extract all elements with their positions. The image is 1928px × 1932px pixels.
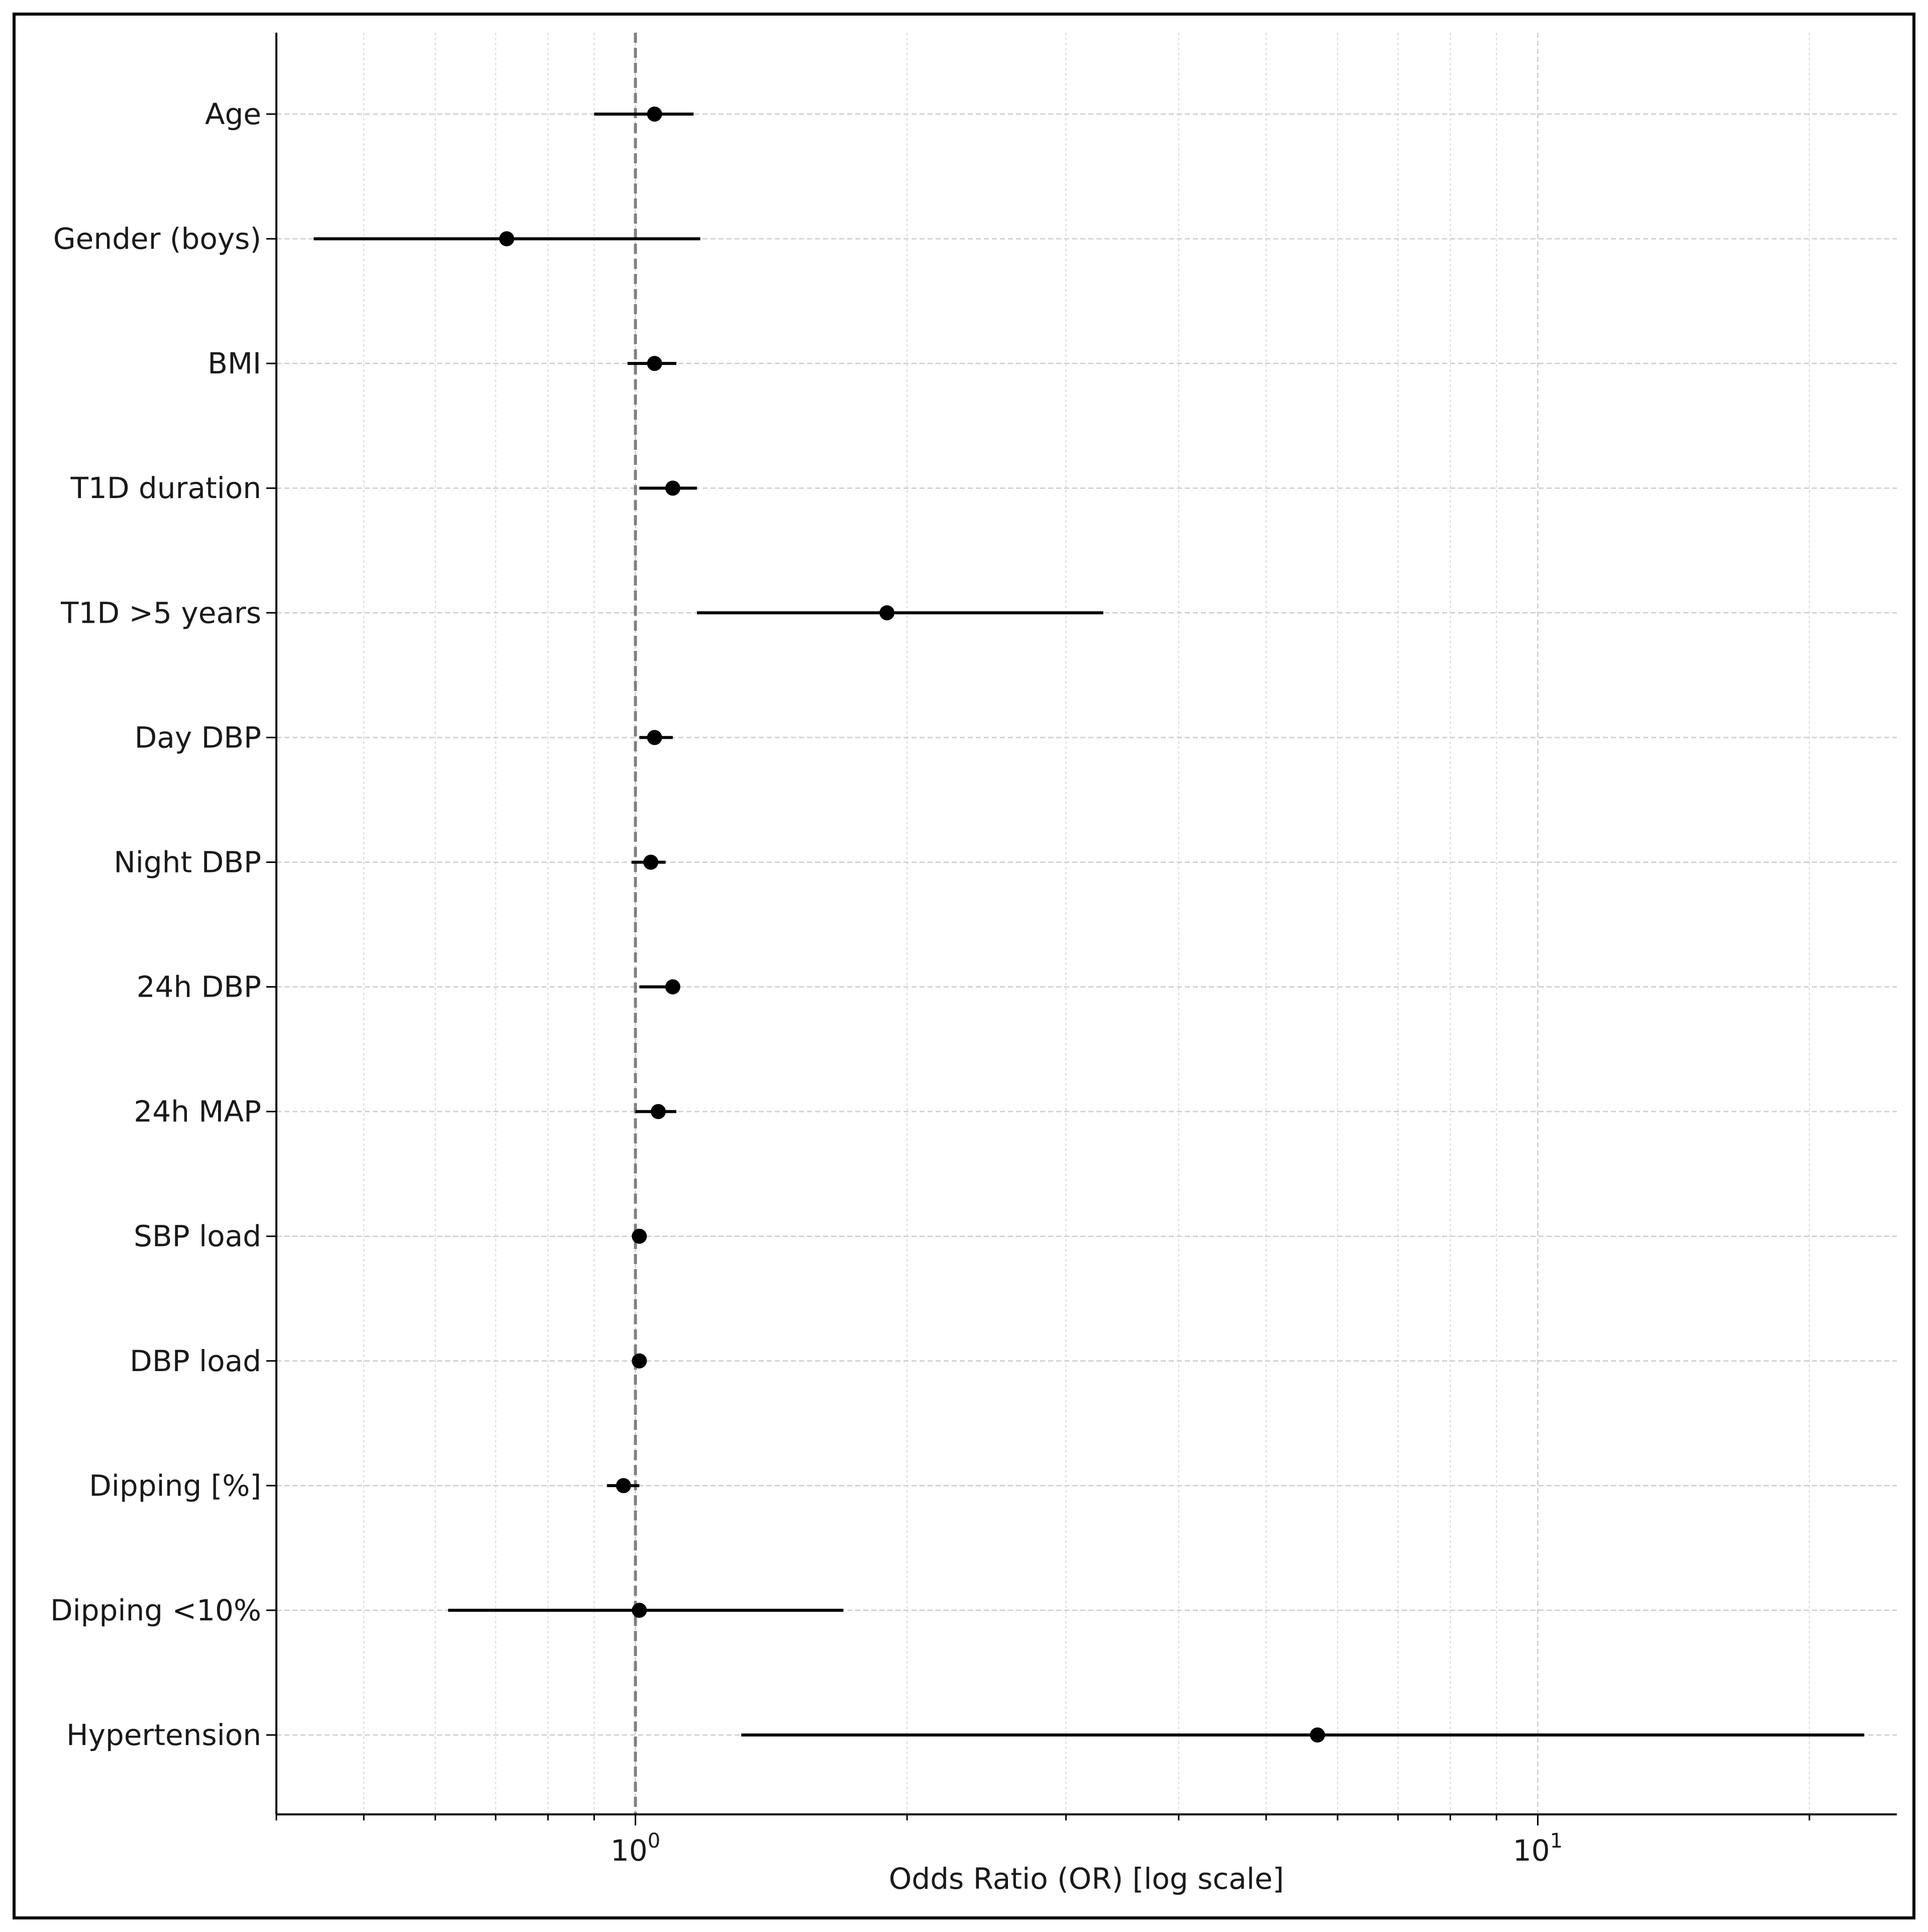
axes: Age Gender (boys) BMI T1D duration T1D >5 ye… <box>50 33 1897 1868</box>
x-axis-title: Odds Ratio (OR) [log scale] <box>889 1862 1284 1896</box>
y-category-label: Night DBP <box>114 845 261 879</box>
odds-ratio-point <box>643 854 659 870</box>
odds-ratio-point <box>1309 1727 1325 1743</box>
y-category-label: Dipping [%] <box>89 1469 261 1503</box>
y-category-label: Dipping <10% <box>50 1593 261 1627</box>
odds-ratio-point <box>647 356 662 371</box>
y-category-label: 24h DBP <box>137 970 261 1004</box>
y-category-label: SBP load <box>134 1219 261 1253</box>
odds-ratio-point <box>665 979 680 995</box>
odds-ratio-point <box>647 730 662 745</box>
y-category-label: T1D duration <box>70 471 262 505</box>
y-category-label: Gender (boys) <box>53 222 261 256</box>
y-category-label: Age <box>205 97 261 131</box>
odds-ratio-point <box>632 1602 647 1618</box>
y-category-label: BMI <box>208 346 261 380</box>
x-tick-label: 100 <box>611 1829 660 1868</box>
odds-ratio-point <box>647 107 662 122</box>
y-category-label: DBP load <box>130 1344 261 1378</box>
y-category-label: 24h MAP <box>134 1095 261 1129</box>
grid <box>276 33 1897 1814</box>
x-tick-label: 101 <box>1513 1829 1563 1868</box>
figure-frame <box>13 13 1915 1919</box>
odds-ratio-point <box>632 1353 647 1369</box>
y-category-label: T1D >5 years <box>60 596 261 630</box>
y-category-label: Hypertension <box>66 1718 261 1752</box>
odds-ratio-point <box>651 1104 666 1119</box>
data-marks <box>314 107 1864 1743</box>
odds-ratio-point <box>879 605 895 621</box>
odds-ratio-point <box>499 231 515 247</box>
y-category-label: Day DBP <box>135 720 261 754</box>
odds-ratio-point <box>665 480 680 496</box>
odds-ratio-point <box>632 1228 647 1244</box>
odds-ratio-point <box>616 1478 631 1493</box>
